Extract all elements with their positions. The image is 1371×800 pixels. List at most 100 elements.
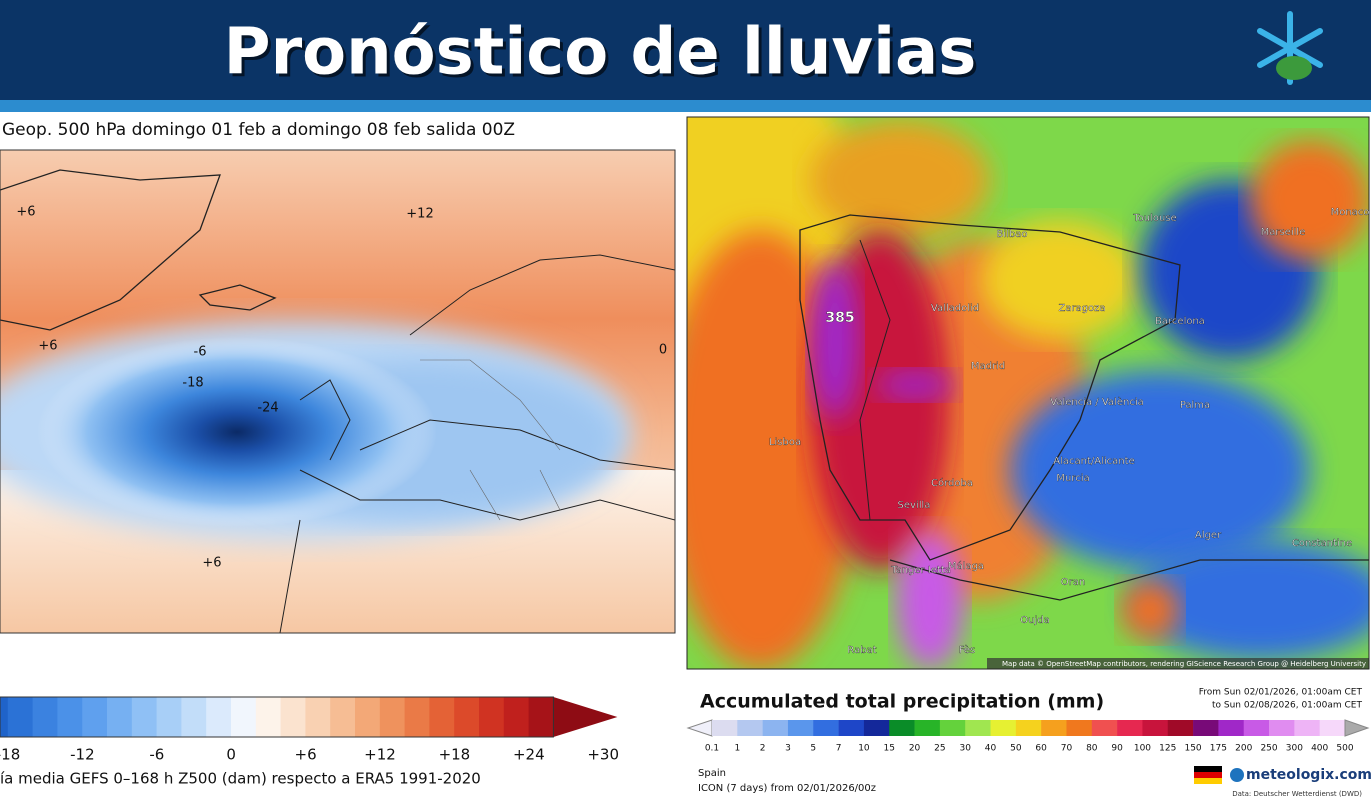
scale-tick-label: 125	[1159, 744, 1176, 754]
scale-tick-label: 200	[1235, 744, 1252, 754]
logo	[1257, 11, 1323, 85]
city-label: 385	[825, 310, 854, 326]
colorbar-segment	[255, 697, 282, 737]
colorbar-segment	[429, 697, 455, 737]
scale-segment	[1269, 720, 1295, 736]
scale-segment	[965, 720, 991, 736]
scale-segment	[990, 720, 1017, 736]
colorbar-tick-label: 0	[226, 746, 236, 764]
colorbar-segment	[206, 697, 232, 737]
legend-title: Accumulated total precipitation (mm)	[700, 691, 1104, 713]
scale-segment	[737, 720, 763, 736]
scale-arrow-right	[1344, 719, 1370, 737]
city-label: Alger	[1195, 530, 1222, 541]
scale-segment	[939, 720, 966, 736]
colorbar-segment	[280, 697, 306, 737]
colorbar-segment	[503, 697, 530, 737]
model: ICON (7 days) from 02/01/2026/00z	[698, 783, 876, 794]
right-map	[687, 117, 1369, 669]
contour-label: +6	[38, 339, 57, 354]
left-caption: ía media GEFS 0–168 h Z500 (dam) respect…	[0, 770, 481, 788]
scale-segment	[1218, 720, 1245, 736]
brand: meteologix.com	[1246, 767, 1371, 783]
scale-tick-label: 40	[985, 744, 997, 754]
scale-segment	[1294, 720, 1320, 736]
flag-black	[1194, 766, 1222, 772]
scale-segment	[889, 720, 915, 736]
colorbar-segment	[379, 697, 406, 737]
colorbar-tick-label: +18	[439, 746, 471, 764]
brand-icon	[1230, 768, 1244, 782]
scale-segment	[1091, 720, 1118, 736]
contour-label: +6	[16, 205, 35, 220]
city-label: Valencia / València	[1050, 396, 1143, 408]
scale-tick-label: 30	[959, 744, 971, 754]
title-shadow: Pronóstico de lluvias	[227, 19, 980, 93]
city-label: Constantine	[1292, 538, 1352, 549]
city-label: Marseille	[1261, 227, 1306, 238]
city-label: Zaragoza	[1058, 303, 1105, 314]
city-label: Alacant/Alicante	[1053, 456, 1134, 467]
scale-tick-label: 3	[785, 744, 791, 754]
scale-segment	[863, 720, 890, 736]
colorbar-segment	[82, 697, 108, 737]
city-label: Bilbao	[996, 229, 1027, 240]
scale-tick-label: 60	[1035, 744, 1047, 754]
colorbar-segment	[355, 697, 381, 737]
colorbar-segment	[479, 697, 505, 737]
scale-tick-label: 500	[1336, 744, 1353, 754]
colorbar-tick-label: -6	[149, 746, 164, 764]
city-label: Fès	[959, 644, 976, 656]
scale-tick-label: 175	[1210, 744, 1227, 754]
colorbar-segment	[32, 697, 58, 737]
colorbar-frame	[0, 696, 554, 738]
city-label: Tanger Ietta	[890, 565, 951, 576]
scale-tick-label: 0.1	[705, 744, 719, 754]
header-title: Pronóstico de lluvias	[224, 16, 977, 90]
scale-segment	[1243, 720, 1270, 736]
scale-tick-label: 250	[1260, 744, 1277, 754]
colorbar-segment	[231, 697, 257, 737]
colorbar-tick-label: +6	[295, 746, 317, 764]
flag-gold	[1194, 778, 1222, 784]
scale-segment	[1319, 720, 1346, 736]
colorbar-segment	[305, 697, 331, 737]
flag-red	[1194, 772, 1222, 778]
colorbar-segment	[131, 697, 158, 737]
city-label: Sevilla	[898, 500, 931, 511]
city-label: Málaga	[948, 560, 984, 572]
city-label: Rabat	[847, 645, 876, 656]
scale-tick-label: 100	[1134, 744, 1151, 754]
colorbar-segment	[528, 697, 554, 737]
colorbar-tick-label: -18	[0, 746, 20, 764]
scale-arrow-left	[686, 719, 713, 737]
contour-label: +12	[406, 207, 433, 222]
colorbar-tick-label: +12	[364, 746, 396, 764]
scale-segment	[1066, 720, 1093, 736]
scale-segment	[1167, 720, 1194, 736]
scale-segment	[1193, 720, 1219, 736]
colorbar-tick-label: +30	[587, 746, 619, 764]
left-title: Geop. 500 hPa domingo 01 feb a domingo 0…	[2, 120, 515, 140]
scale-tick-label: 90	[1111, 744, 1123, 754]
scale-tick-label: 10	[858, 744, 870, 754]
colorbar-arrow	[553, 697, 618, 737]
header-stripe	[0, 100, 1371, 112]
scale-tick-label: 150	[1184, 744, 1201, 754]
colorbar-segment	[0, 697, 9, 737]
region: Spain	[698, 768, 726, 779]
scale-segment	[1142, 720, 1169, 736]
scale-tick-label: 20	[909, 744, 921, 754]
header-bar	[0, 0, 1371, 100]
colorbar-tick-label: +24	[513, 746, 545, 764]
contour-label: -18	[182, 376, 203, 391]
scale-tick-label: 25	[934, 744, 945, 754]
city-label: Madrid	[971, 361, 1005, 372]
attribution: Map data © OpenStreetMap contributors, r…	[1002, 660, 1366, 668]
scale-segment	[1015, 720, 1042, 736]
city-label: Córdoba	[931, 477, 973, 489]
scale-segment	[787, 720, 814, 736]
city-label: Monaco	[1331, 207, 1370, 218]
scale-segment	[838, 720, 865, 736]
